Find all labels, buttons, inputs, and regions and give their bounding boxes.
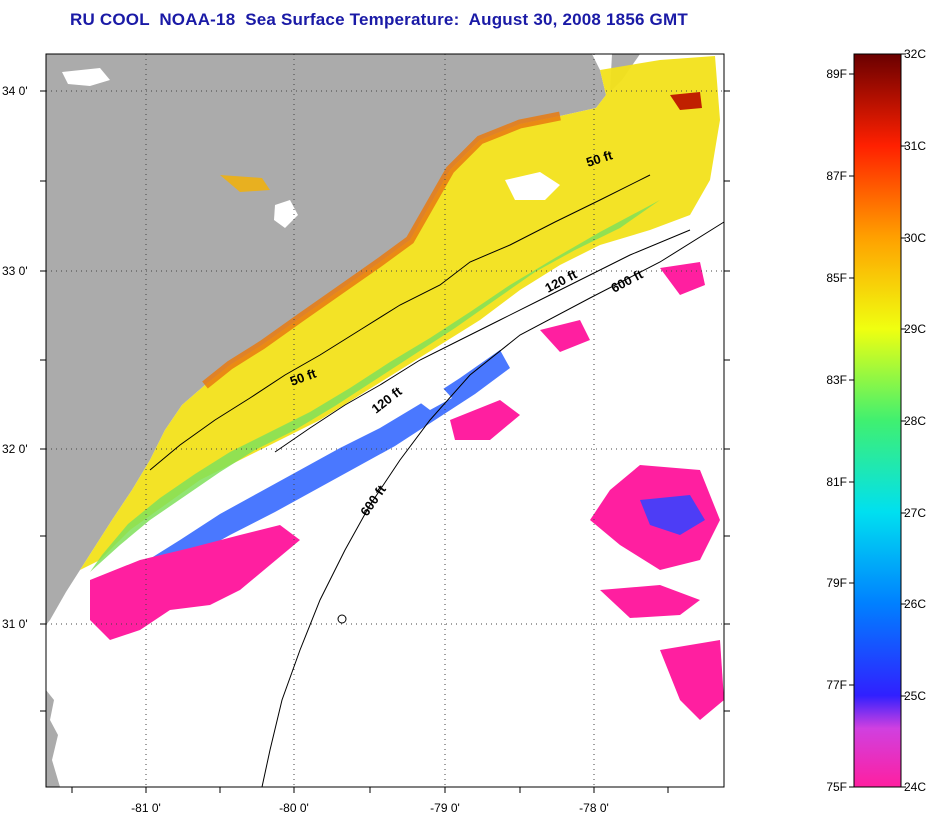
cb-fahrenheit-81: 81F xyxy=(826,475,847,489)
contour-50ft xyxy=(149,174,651,471)
contour-120ft xyxy=(274,229,691,453)
cb-celsius-28: 28C xyxy=(904,414,926,428)
buoy-marker xyxy=(337,614,347,624)
contour-600ft xyxy=(261,221,725,788)
cb-fahrenheit-77: 77F xyxy=(826,678,847,692)
land-mass xyxy=(46,54,606,625)
lon-label-78: -78 0' xyxy=(579,801,609,815)
map-frame xyxy=(45,53,725,788)
cb-fahrenheit-83: 83F xyxy=(826,373,847,387)
lat-label-34: 34 0' xyxy=(2,84,28,98)
cb-fahrenheit-89: 89F xyxy=(826,67,847,81)
cb-celsius-27: 27C xyxy=(904,506,926,520)
sst-coastal-warm xyxy=(80,56,720,570)
cb-fahrenheit-79: 79F xyxy=(826,576,847,590)
graticule xyxy=(46,54,724,787)
sst-offshore-magenta-5 xyxy=(450,400,520,440)
depth-contours xyxy=(149,174,725,788)
sst-offshore-magenta-6 xyxy=(660,262,705,295)
cb-celsius-25: 25C xyxy=(904,689,926,703)
lon-label-80: -80 0' xyxy=(279,801,309,815)
sst-shoreline-hot xyxy=(202,111,561,389)
lon-label-79: -79 0' xyxy=(430,801,460,815)
land-mass-southwest xyxy=(46,690,60,787)
sst-cool-blue xyxy=(100,350,510,600)
sst-hot-spot xyxy=(670,92,702,110)
cb-fahrenheit-87: 87F xyxy=(826,169,847,183)
colorbar xyxy=(853,53,902,788)
cb-celsius-26: 26C xyxy=(904,597,926,611)
cb-celsius-32: 32C xyxy=(904,47,926,61)
cb-fahrenheit-85: 85F xyxy=(826,271,847,285)
cloud-mask-2 xyxy=(274,200,298,228)
inland-warm-patch xyxy=(220,175,270,192)
cb-fahrenheit-75: 75F xyxy=(826,780,847,794)
sst-offshore-magenta-3 xyxy=(600,585,700,618)
lat-label-31: 31 0' xyxy=(2,617,28,631)
cb-celsius-30: 30C xyxy=(904,231,926,245)
lat-label-33: 33 0' xyxy=(2,264,28,278)
map-title: RU COOL NOAA-18 Sea Surface Temperature:… xyxy=(70,10,688,29)
sst-offshore-blue xyxy=(640,495,705,535)
cb-celsius-24: 24C xyxy=(904,780,926,794)
cloud-mask-3 xyxy=(62,68,110,86)
sst-offshore-magenta-7 xyxy=(540,320,590,352)
axis-ticks xyxy=(40,90,730,793)
sst-offshore-magenta-4 xyxy=(660,640,724,720)
cb-celsius-31: 31C xyxy=(904,139,926,153)
cloud-mask xyxy=(505,172,560,200)
colorbar-ticks xyxy=(849,53,906,788)
cb-celsius-29: 29C xyxy=(904,322,926,336)
sst-offshore-magenta xyxy=(90,525,300,640)
lon-label-81: -81 0' xyxy=(131,801,161,815)
cloud-mask-4 xyxy=(410,385,452,410)
lat-label-32: 32 0' xyxy=(2,442,28,456)
